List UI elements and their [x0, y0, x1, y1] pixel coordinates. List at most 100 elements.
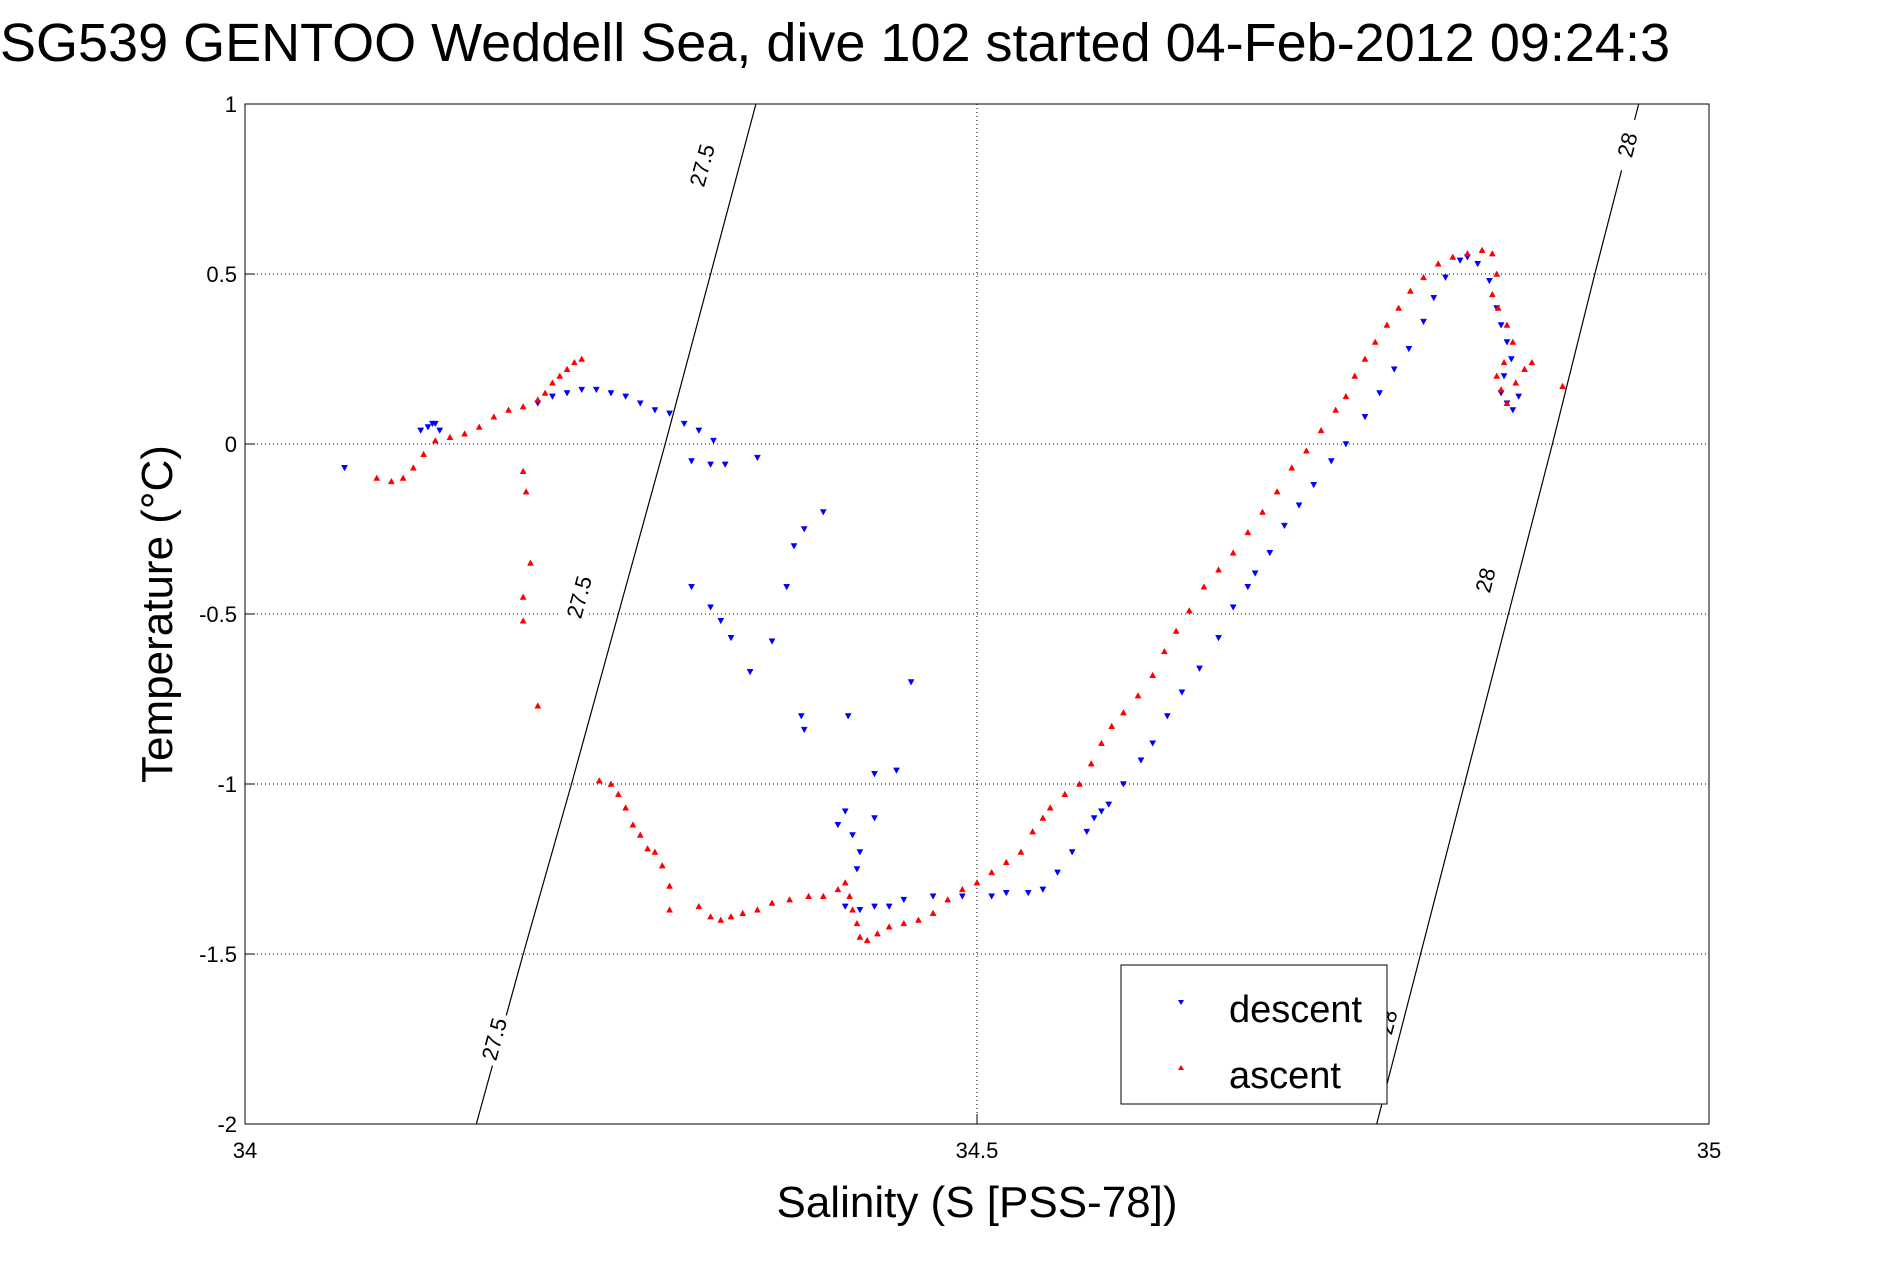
descent-point [1024, 890, 1032, 897]
ascent-point [1039, 814, 1047, 821]
descent-point [428, 420, 436, 428]
descent-point [592, 386, 600, 394]
ascent-point [805, 892, 813, 899]
ascent-point [1229, 549, 1237, 556]
ascent-point [1406, 287, 1414, 294]
ascent-point [541, 389, 549, 396]
ascent-point [1061, 790, 1069, 797]
descent-point [856, 907, 864, 914]
ascent-point [490, 413, 498, 420]
ascent-point [595, 777, 603, 784]
ascent-point [841, 879, 849, 886]
ascent-point [727, 913, 735, 920]
descent-point [721, 461, 729, 468]
isopycnal-label: 27.5 [477, 1015, 512, 1063]
descent-point [688, 458, 695, 465]
legend-marker-ascent [1178, 1065, 1184, 1070]
ascent-point [1002, 858, 1010, 865]
ascent-point [1076, 780, 1083, 787]
ascent-point [519, 593, 527, 600]
descent-point [688, 584, 695, 591]
descent-point [1137, 757, 1145, 764]
ascent-point [1494, 304, 1502, 311]
descent-point [1474, 261, 1482, 268]
descent-point [607, 390, 615, 397]
ascent-point [563, 365, 571, 372]
chart-title: SG539 GENTOO Weddell Sea, dive 102 start… [0, 13, 1670, 73]
descent-point [1149, 740, 1157, 747]
ascent-point [1395, 304, 1403, 311]
descent-point [844, 713, 852, 720]
x-tick-label: 34 [233, 1138, 257, 1163]
descent-point [1295, 502, 1303, 509]
ascent-point [1449, 253, 1457, 260]
descent-point [1090, 815, 1098, 822]
descent-point [417, 427, 425, 434]
ascent-point [1017, 848, 1025, 855]
legend-box [1120, 964, 1388, 1105]
ascent-point [666, 906, 673, 913]
descent-point [1266, 550, 1274, 557]
ascent-point [1351, 372, 1359, 379]
ascent-point [666, 882, 673, 889]
ascent-point [819, 892, 827, 899]
ascent-point [387, 477, 395, 485]
grid-lines [245, 104, 1709, 1124]
descent-point [717, 618, 725, 625]
y-tick-label: 1 [225, 92, 237, 117]
ascent-point [1185, 607, 1193, 614]
ascent-point [853, 919, 861, 927]
ascent-point [556, 372, 564, 379]
descent-point [871, 771, 878, 778]
y-tick-label: -1.5 [199, 942, 237, 967]
descent-point [1083, 828, 1091, 836]
ascent-point [1215, 566, 1222, 573]
descent-point [1215, 635, 1222, 642]
descent-point [768, 638, 776, 645]
ascent-point [1371, 338, 1379, 345]
y-tick-label: -2 [217, 1112, 237, 1137]
descent-point [893, 767, 900, 774]
legend-label-descent: descent [1229, 989, 1363, 1031]
ascent-point [1493, 270, 1501, 277]
descent-point [1163, 713, 1171, 720]
ascent-point [863, 936, 871, 944]
ascent-point [1500, 358, 1508, 366]
ascent-point [1497, 386, 1505, 393]
ascent-point [1528, 358, 1536, 366]
descent-point [1442, 274, 1449, 281]
ascent-point [1098, 739, 1105, 746]
y-tick-label: -1 [217, 772, 237, 797]
descent-point [1507, 356, 1515, 363]
descent-point [680, 420, 688, 428]
isopycnal-label-bg [681, 136, 723, 194]
ascent-point [1420, 273, 1427, 281]
ascent-point [1317, 426, 1325, 434]
descent-point [1500, 373, 1508, 380]
ascent-point [409, 464, 417, 471]
ascent-point [874, 930, 881, 937]
descent-point [1002, 890, 1010, 897]
descent-point [1515, 393, 1523, 400]
ascent-point [522, 488, 530, 495]
descent-point [1361, 414, 1369, 421]
descent-point [871, 815, 878, 822]
ascent-point [1503, 321, 1511, 328]
isopycnal-label-bg [1606, 116, 1648, 174]
ascent-point [929, 909, 937, 916]
ascent-point [1521, 365, 1528, 372]
ascent-point [707, 913, 714, 920]
ascent-point [1488, 290, 1496, 298]
ascent-point [1493, 372, 1501, 379]
descent-point [1244, 584, 1252, 591]
y-tick-label: 0 [225, 432, 237, 457]
ascent-point [1361, 355, 1369, 362]
ascent-point [461, 430, 469, 437]
descent-point [1039, 886, 1047, 893]
ascent-point [519, 617, 527, 624]
descent-point [746, 669, 754, 676]
descent-point [929, 893, 937, 900]
ascent-point [958, 885, 966, 893]
ascent-point [753, 906, 761, 913]
descent-point [1310, 482, 1318, 489]
